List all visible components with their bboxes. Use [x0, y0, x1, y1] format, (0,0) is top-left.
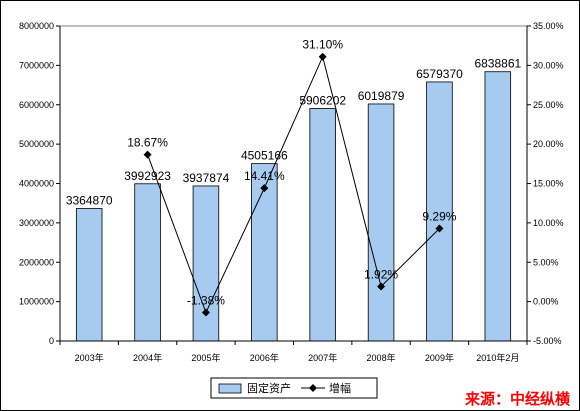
- x-tick-label: 2007年: [308, 352, 337, 363]
- bar-data-labels: 3364870 3992923 3937874 4505166 5906202 60198…: [66, 57, 522, 208]
- x-axis: 2003年 2004年 2005年 2006年 2007年 2008年 2009年 2010年…: [59, 340, 528, 363]
- bar-value-label: 3992923: [124, 169, 171, 183]
- right-tick-label: 15.00%: [533, 179, 564, 189]
- x-tick-label: 2009年: [425, 352, 454, 363]
- line-point-marker: [377, 282, 386, 291]
- growth-line: [147, 55, 440, 314]
- right-tick-label: 5.00%: [533, 257, 559, 267]
- right-tick-label: 20.00%: [533, 139, 564, 149]
- line-series: [143, 52, 444, 317]
- legend: 固定资产 增幅: [210, 377, 378, 399]
- x-tick-label: 2003年: [75, 352, 104, 363]
- right-tick-label: 35.00%: [533, 21, 564, 31]
- legend-label-line: 增幅: [329, 381, 351, 395]
- x-tick-label: 2008年: [367, 352, 396, 363]
- line-value-label: 31.10%: [302, 38, 343, 52]
- line-point-marker: [143, 150, 152, 159]
- bar-series: [75, 71, 512, 342]
- legend-marker-icon: [309, 384, 317, 392]
- bar-value-label: 6838861: [474, 57, 521, 71]
- left-axis: 0 1000000 2000000 3000000 4000000 5000000 6000…: [19, 21, 61, 346]
- bar: [192, 185, 220, 342]
- bar: [484, 71, 512, 342]
- bar: [134, 183, 161, 342]
- line-value-label: 14.41%: [244, 169, 285, 183]
- bar-value-label: 5906202: [299, 93, 346, 107]
- bar-value-label: 6019879: [358, 89, 405, 103]
- line-point-marker: [318, 52, 327, 61]
- line-value-label: 9.29%: [422, 209, 456, 223]
- left-tick-label: 3000000: [19, 218, 54, 228]
- bar: [426, 81, 453, 342]
- x-tick-label: 2005年: [191, 352, 220, 363]
- bar-value-label: 3364870: [66, 194, 113, 208]
- x-tick-label: 2006年: [250, 352, 279, 363]
- left-tick-label: 7000000: [19, 60, 54, 70]
- line-point-marker: [435, 224, 444, 233]
- left-tick-label: 0: [49, 336, 54, 346]
- bar: [367, 103, 395, 342]
- line-value-label: 1.92%: [364, 268, 398, 282]
- right-axis: -5.00% 0.00% 5.00% 10.00% 15.00% 20.00% 25.00%…: [526, 21, 564, 346]
- left-tick-label: 4000000: [19, 179, 54, 189]
- line-point-marker: [260, 184, 269, 193]
- left-tick-label: 5000000: [19, 139, 54, 149]
- x-tick-label: 2010年2月: [476, 352, 519, 363]
- left-tick-label: 2000000: [19, 257, 54, 267]
- right-tick-label: 30.00%: [533, 60, 564, 70]
- right-tick-label: 0.00%: [533, 297, 559, 307]
- right-tick-label: 25.00%: [533, 100, 564, 110]
- source-text: 来源：中经纵横: [464, 390, 571, 408]
- bar-value-label: 6579370: [416, 67, 463, 81]
- x-tick-label: 2004年: [133, 352, 162, 363]
- right-tick-label: 10.00%: [533, 218, 564, 228]
- line-data-labels: 18.67% -1.38% 14.41% 31.10% 1.92% 9.29%: [127, 38, 457, 308]
- bar-value-label: 3937874: [183, 171, 230, 185]
- legend-label-bar: 固定资产: [247, 381, 291, 395]
- line-point-marker: [201, 308, 210, 317]
- right-tick-label: -5.00%: [533, 336, 562, 346]
- bar: [75, 208, 103, 342]
- left-tick-label: 1000000: [19, 297, 54, 307]
- left-tick-label: 6000000: [19, 100, 54, 110]
- bar-value-label: 4505166: [241, 149, 288, 163]
- left-tick-label: 8000000: [19, 21, 54, 31]
- bar: [309, 108, 336, 342]
- line-value-label: -1.38%: [187, 293, 225, 307]
- line-value-label: 18.67%: [127, 136, 168, 150]
- legend-swatch-bar: [218, 383, 242, 394]
- legend-box: [210, 377, 378, 399]
